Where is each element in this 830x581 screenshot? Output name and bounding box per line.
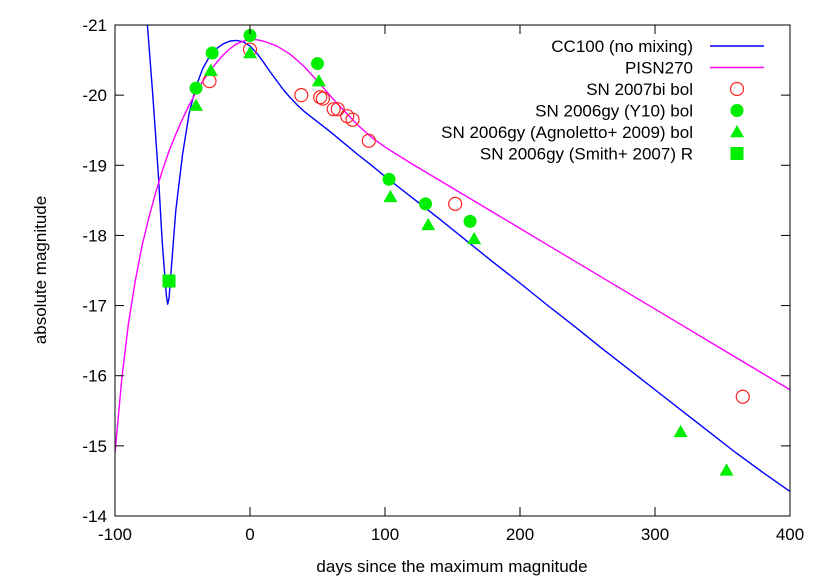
data-point-sn-2007bi-bol <box>294 88 309 103</box>
data-point-sn-2007bi-bol <box>361 133 376 148</box>
series-points <box>162 29 750 476</box>
data-point-sn-2007bi-bol <box>326 102 341 117</box>
data-point-sn-2006gy-agnoletto-2009-bol <box>243 46 257 59</box>
data-point-sn-2007bi-bol <box>735 389 750 404</box>
series-line-cc100-no-mixing <box>146 25 790 493</box>
series-lines <box>115 25 790 493</box>
data-point-sn-2006gy-agnoletto-2009-bol <box>719 463 734 476</box>
data-point-sn-2006gy-y10-bol <box>311 57 324 71</box>
legend-swatch <box>730 104 744 117</box>
y-tick-label: -17 <box>82 297 107 316</box>
series-line-pisn270 <box>115 39 790 453</box>
legend-label: SN 2006gy (Agnoletto+ 2009) bol <box>441 123 693 142</box>
y-tick-label: -20 <box>82 86 107 105</box>
y-tick-label: -14 <box>82 507 107 526</box>
x-axis-label: days since the maximum magnitude <box>316 557 587 576</box>
data-point-sn-2006gy-y10-bol <box>382 172 396 186</box>
y-tick-label: -15 <box>82 437 107 456</box>
x-tick-label: 400 <box>776 525 804 544</box>
axis-ticks: -100 0 100 200 300 400 -21 -20 -19 -18 -17 -16 -15 -1… <box>82 16 804 544</box>
data-point-sn-2006gy-agnoletto-2009-bol <box>383 189 398 203</box>
data-point-sn-2006gy-y10-bol <box>243 29 257 43</box>
data-point-sn-2006gy-y10-bol <box>463 214 477 228</box>
data-point-sn-2006gy-y10-bol <box>419 197 432 211</box>
legend-label: SN 2007bi bol <box>586 80 693 99</box>
y-axis-label: absolute magnitude <box>31 196 50 344</box>
data-point-sn-2007bi-bol <box>330 102 345 117</box>
x-tick-label: 100 <box>371 525 399 544</box>
data-point-sn-2006gy-agnoletto-2009-bol <box>421 217 436 231</box>
data-point-sn-2006gy-y10-bol <box>205 46 219 60</box>
legend-swatch <box>730 125 744 138</box>
data-point-sn-2006gy-y10-bol <box>189 81 203 95</box>
data-point-sn-2006gy-agnoletto-2009-bol <box>467 231 482 245</box>
legend-label: SN 2006gy (Y10) bol <box>535 102 693 121</box>
data-point-sn-2006gy-agnoletto-2009-bol <box>189 98 203 111</box>
data-point-sn-2006gy-smith-2007-r <box>162 274 176 288</box>
data-point-sn-2006gy-agnoletto-2009-bol <box>673 424 688 438</box>
data-point-sn-2006gy-agnoletto-2009-bol <box>203 63 218 76</box>
data-point-sn-2007bi-bol <box>202 74 217 89</box>
legend-label: CC100 (no mixing) <box>551 37 693 56</box>
legend-label: SN 2006gy (Smith+ 2007) R <box>480 145 693 164</box>
data-point-sn-2007bi-bol <box>315 91 330 106</box>
data-point-sn-2007bi-bol <box>448 196 463 211</box>
data-point-sn-2007bi-bol <box>345 112 360 127</box>
data-point-sn-2006gy-agnoletto-2009-bol <box>311 74 326 87</box>
x-tick-label: 0 <box>245 525 254 544</box>
y-tick-label: -19 <box>82 156 107 175</box>
legend-swatch <box>730 147 744 160</box>
data-point-sn-2007bi-bol <box>313 90 328 105</box>
plot-frame <box>114 24 791 517</box>
y-tick-label: -21 <box>82 16 107 35</box>
legend-label: PISN270 <box>625 59 693 78</box>
y-tick-label: -18 <box>82 226 107 245</box>
legend-swatch <box>729 81 745 97</box>
y-tick-label: -16 <box>82 367 107 386</box>
x-tick-label: 300 <box>641 525 669 544</box>
legend: CC100 (no mixing) PISN270 SN 2007bi bol SN … <box>441 37 764 164</box>
x-tick-label: 200 <box>506 525 534 544</box>
x-tick-label: -100 <box>98 525 132 544</box>
